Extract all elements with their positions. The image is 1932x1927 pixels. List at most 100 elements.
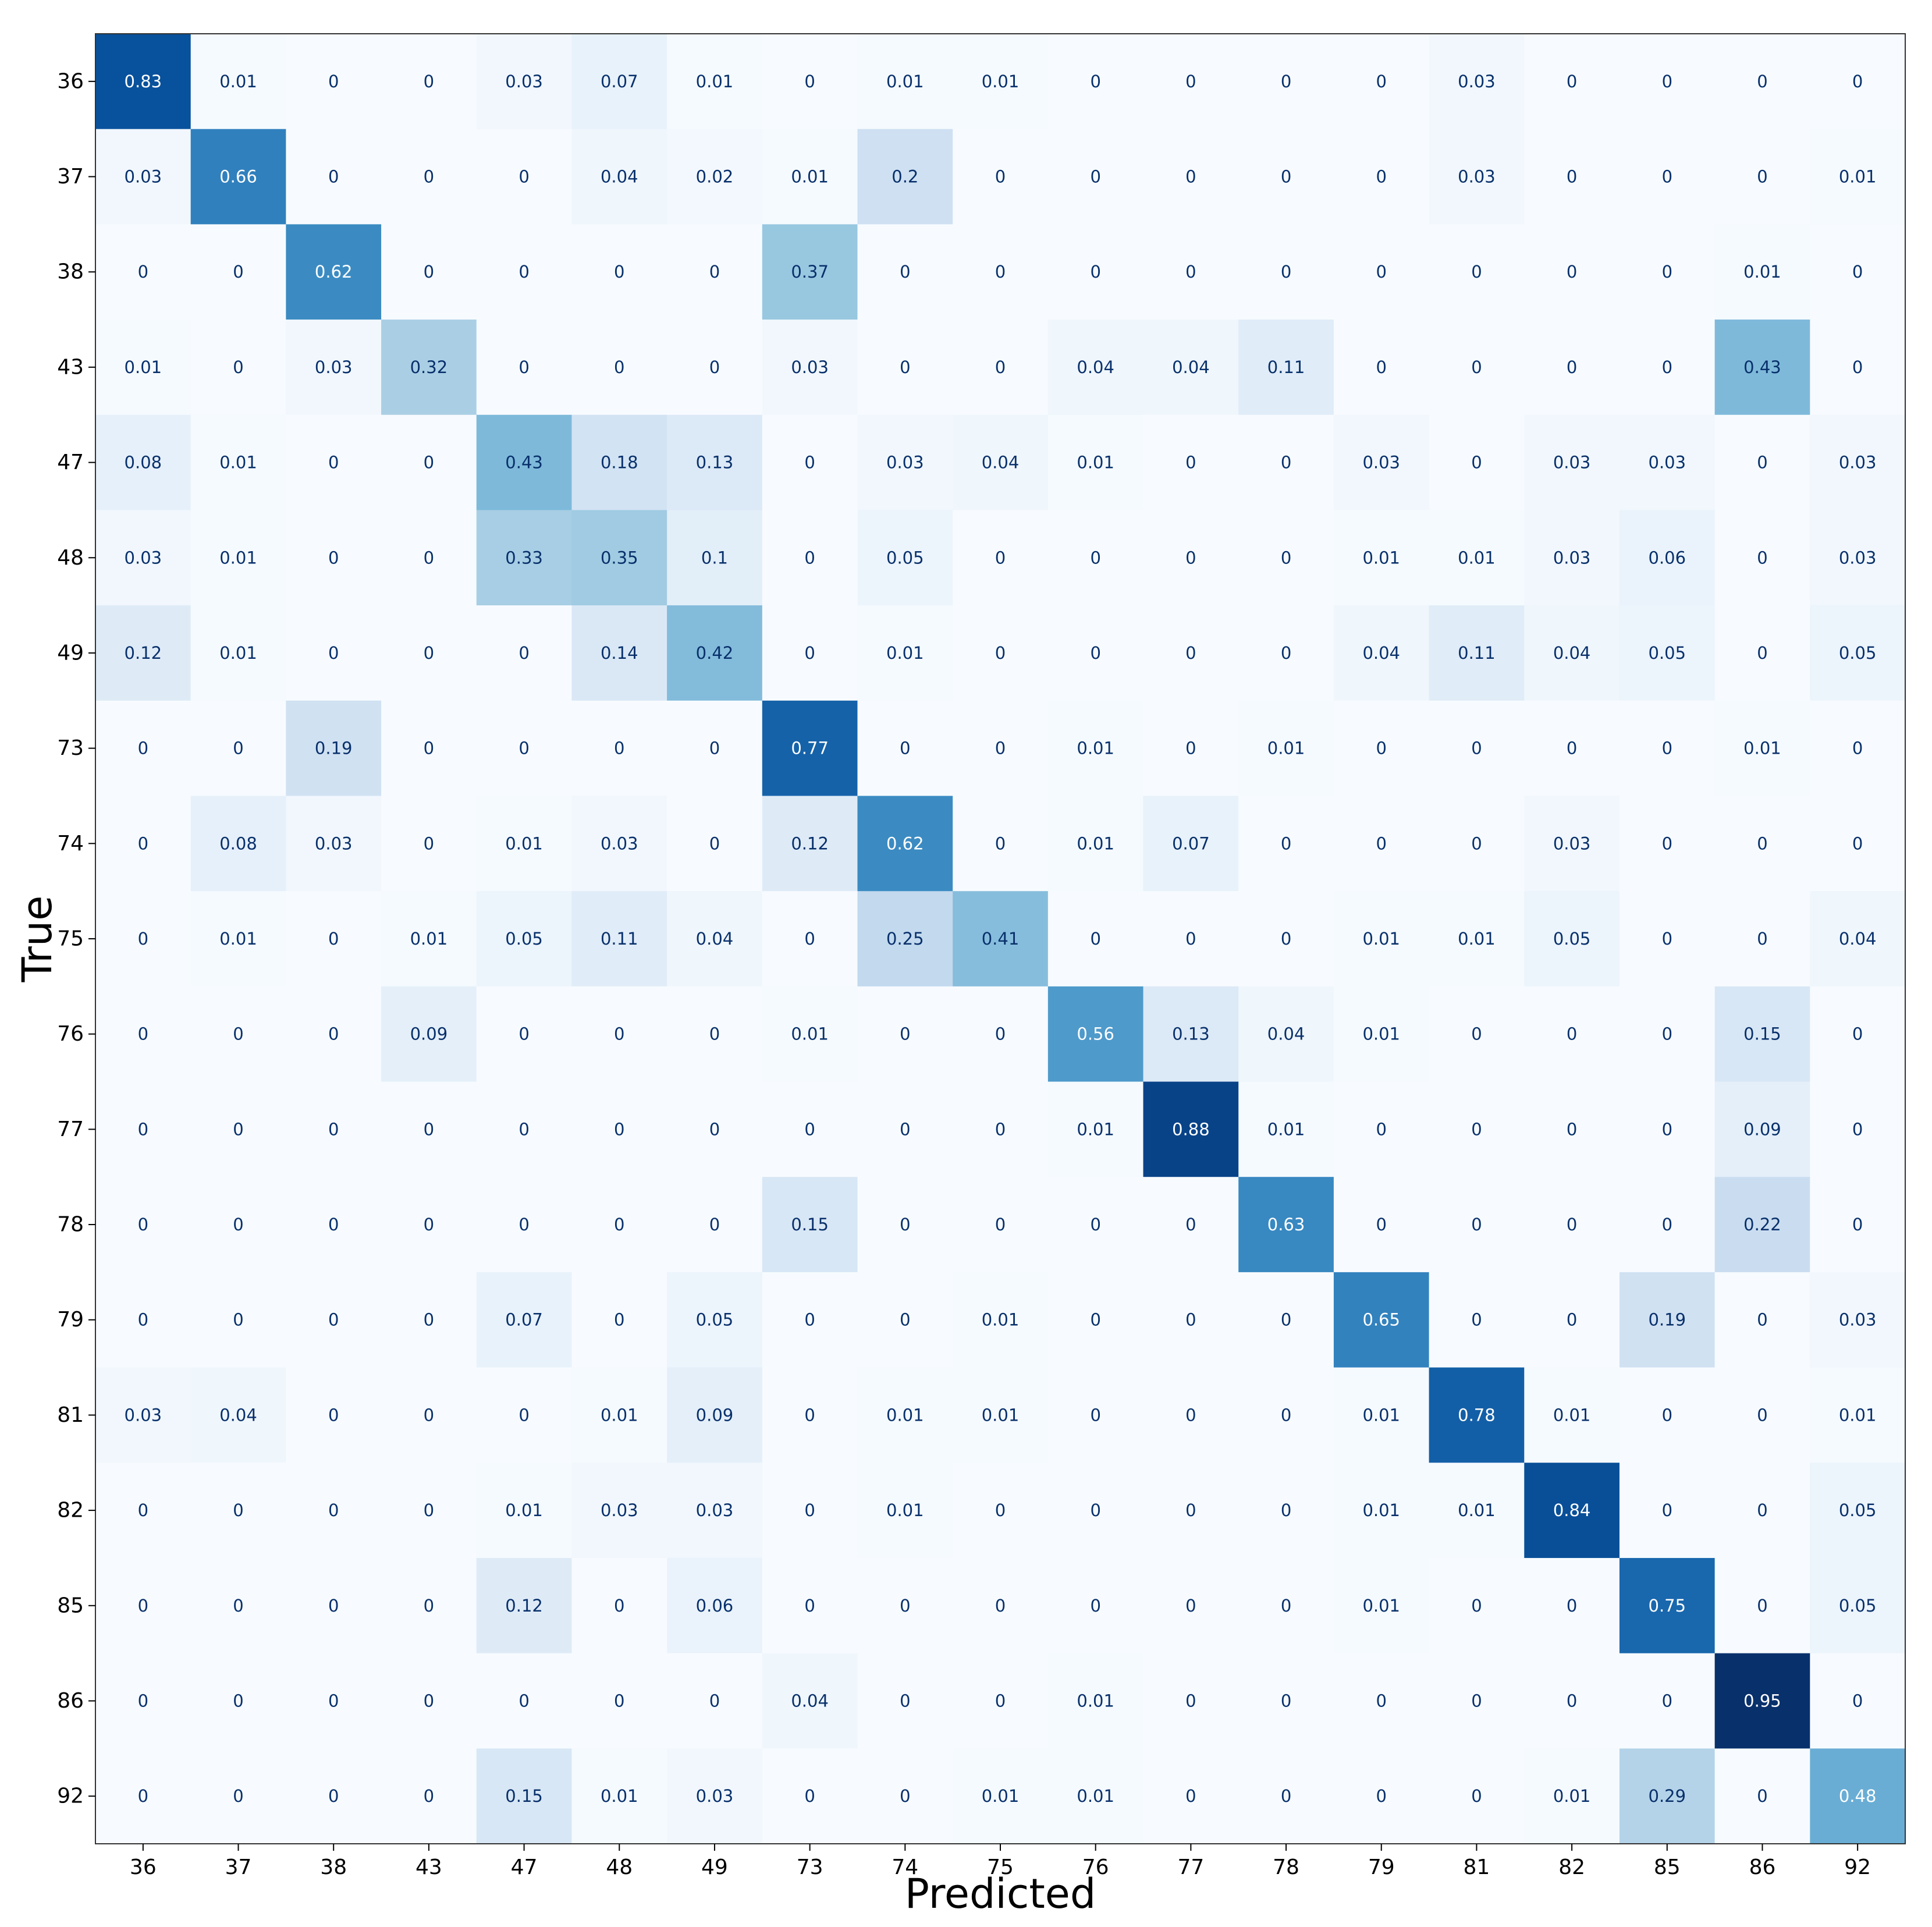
heatmap-cell-label: 0 — [138, 1024, 148, 1044]
heatmap-cell-label: 0.25 — [886, 929, 924, 949]
heatmap-cell — [857, 1463, 953, 1559]
heatmap-cell — [1333, 891, 1430, 987]
heatmap-cell-label: 0 — [424, 1405, 434, 1425]
heatmap-cell-label: 0 — [328, 1691, 339, 1710]
y-tick-label: 48 — [57, 546, 84, 570]
heatmap-cell — [953, 605, 1049, 701]
y-axis-label: True — [13, 896, 61, 983]
heatmap-cell — [1524, 891, 1620, 987]
heatmap-cell — [476, 796, 572, 892]
heatmap-cell — [1810, 1463, 1906, 1559]
heatmap-cell — [476, 1081, 572, 1177]
heatmap-cell — [762, 1557, 858, 1654]
heatmap-cell-label: 0 — [1471, 1215, 1482, 1234]
heatmap-cell — [1333, 700, 1430, 796]
heatmap-cell — [1238, 34, 1334, 130]
heatmap-cell-label: 0 — [995, 262, 1006, 282]
heatmap-cell-label: 0 — [1757, 1786, 1767, 1806]
heatmap-cell — [1810, 1557, 1906, 1654]
heatmap-cell-label: 0 — [424, 1310, 434, 1330]
heatmap-cell-label: 0.03 — [601, 833, 638, 853]
heatmap-cell-label: 0 — [995, 357, 1006, 377]
heatmap-cell-label: 0 — [1567, 1215, 1577, 1234]
heatmap-cell — [762, 796, 858, 892]
heatmap-cell-label: 0 — [328, 548, 339, 567]
heatmap-cell-label: 0 — [709, 1119, 720, 1139]
heatmap-cell — [95, 1177, 191, 1273]
heatmap-cell — [1714, 1272, 1810, 1368]
heatmap-cell-label: 0.63 — [1267, 1215, 1305, 1234]
heatmap-cell — [286, 1463, 382, 1559]
heatmap-cell-label: 0 — [1185, 1500, 1196, 1520]
heatmap-cell-label: 0.01 — [982, 1786, 1020, 1806]
heatmap-cell-label: 0.01 — [505, 1500, 543, 1520]
heatmap-cell — [286, 796, 382, 892]
heatmap-cell-label: 0.01 — [219, 929, 257, 949]
heatmap-cell — [1333, 1748, 1430, 1844]
heatmap-cell-label: 0.01 — [1458, 548, 1496, 567]
heatmap-cell-label: 0.02 — [696, 167, 734, 187]
heatmap-cell-label: 0 — [138, 1691, 148, 1710]
heatmap-cell — [1047, 986, 1144, 1083]
heatmap-cell — [1429, 1081, 1525, 1177]
heatmap-cell-label: 0.37 — [791, 262, 829, 282]
heatmap-cell-label: 0 — [1852, 357, 1863, 377]
heatmap-cell-label: 0 — [900, 262, 910, 282]
heatmap-cell — [286, 34, 382, 130]
heatmap-cell — [1714, 510, 1810, 606]
heatmap-cell-label: 0.84 — [1553, 1500, 1591, 1520]
heatmap-cell — [1238, 1081, 1334, 1177]
heatmap-cell-label: 0 — [1662, 357, 1672, 377]
heatmap-cell — [667, 700, 763, 796]
heatmap-cell — [381, 1081, 477, 1177]
heatmap-cell-label: 0.01 — [410, 929, 448, 949]
heatmap-cell-label: 0 — [1281, 1500, 1291, 1520]
heatmap-cell-label: 0.03 — [1553, 453, 1591, 473]
heatmap-cell-label: 0.09 — [410, 1024, 448, 1044]
x-tick-label: 76 — [1082, 1855, 1109, 1879]
heatmap-cell-label: 0 — [1376, 262, 1387, 282]
x-tick-label: 73 — [797, 1855, 823, 1879]
heatmap-cell-label: 0.09 — [1743, 1119, 1781, 1139]
heatmap-cell-label: 0 — [1185, 262, 1196, 282]
heatmap-cell — [381, 1557, 477, 1654]
heatmap-cell — [667, 1081, 763, 1177]
heatmap-cell-label: 0.01 — [982, 72, 1020, 91]
heatmap-cell — [1810, 414, 1906, 510]
heatmap-cell — [1429, 1748, 1525, 1844]
heatmap-cell-label: 0 — [1567, 167, 1577, 187]
heatmap-cell — [1238, 1463, 1334, 1559]
heatmap-cell — [476, 1463, 572, 1559]
heatmap-cell-label: 0.56 — [1077, 1024, 1114, 1044]
heatmap-cell-label: 0 — [1185, 929, 1196, 949]
heatmap-cell — [1714, 320, 1810, 416]
heatmap-cell — [1047, 1367, 1144, 1463]
heatmap-cell — [571, 1557, 667, 1654]
heatmap-cell-label: 0 — [138, 262, 148, 282]
heatmap-cell — [95, 1463, 191, 1559]
heatmap-cell — [953, 700, 1049, 796]
heatmap-cell — [1810, 510, 1906, 606]
heatmap-cell — [95, 700, 191, 796]
heatmap-cell — [381, 1653, 477, 1749]
heatmap-cell — [1238, 1748, 1334, 1844]
heatmap-cell-label: 0.04 — [1077, 357, 1114, 377]
heatmap-cell-label: 0 — [518, 643, 529, 663]
y-tick-label: 92 — [57, 1784, 84, 1808]
heatmap-cell — [286, 891, 382, 987]
heatmap-cell — [1047, 796, 1144, 892]
heatmap-cell — [381, 510, 477, 606]
heatmap-cell — [1238, 414, 1334, 510]
heatmap-cell-label: 0.03 — [1458, 167, 1496, 187]
heatmap-cell — [1429, 1463, 1525, 1559]
heatmap-cell — [476, 34, 572, 130]
heatmap-cell-label: 0.06 — [696, 1596, 734, 1616]
heatmap-cell — [1524, 796, 1620, 892]
heatmap-cell-label: 0 — [1376, 1786, 1387, 1806]
heatmap-cell — [95, 224, 191, 320]
heatmap-cell-label: 0 — [900, 1024, 910, 1044]
heatmap-cell-label: 0.01 — [219, 548, 257, 567]
heatmap-cell-label: 0 — [1090, 548, 1100, 567]
heatmap-cell-label: 0 — [424, 1215, 434, 1234]
heatmap-cell-label: 0 — [424, 1786, 434, 1806]
